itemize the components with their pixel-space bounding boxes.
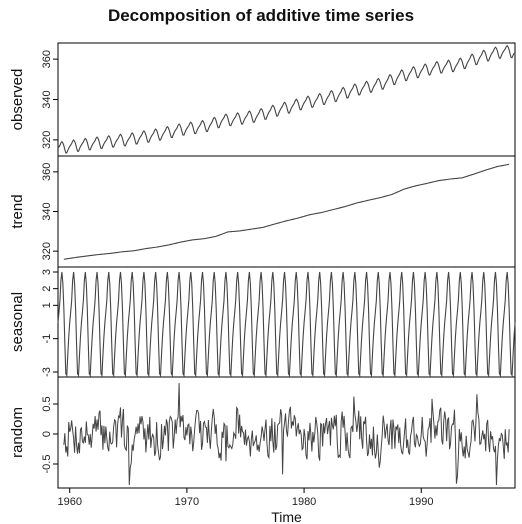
random-series-line [63, 382, 510, 486]
observed-ytick-label: 340 [41, 90, 53, 108]
random-ylabel: random [9, 407, 26, 458]
observed-ytick-label: 360 [41, 50, 53, 68]
trend-ytick-label: 320 [41, 242, 53, 260]
random-ytick-label: -0.5 [41, 455, 53, 474]
random-ytick-label: 0.5 [41, 396, 53, 411]
trend-series-line [63, 163, 510, 260]
seasonal-series-line [57, 271, 516, 378]
x-tick-label: 1990 [409, 496, 433, 508]
seasonal-ytick-label: 3 [41, 269, 53, 275]
seasonal-ytick-label: 1 [41, 302, 53, 308]
observed-frame [57, 42, 516, 157]
panel-trend: 320 340 360 trend [9, 155, 516, 268]
observed-ylabel: observed [9, 69, 26, 131]
x-axis: 1960 1970 1980 1990 [57, 488, 433, 508]
x-tick-label: 1960 [57, 496, 81, 508]
observed-series-line [57, 44, 515, 154]
x-tick-label: 1970 [175, 496, 199, 508]
trend-ytick-label: 340 [41, 202, 53, 220]
panel-seasonal: -3 -1 1 2 3 seasonal [9, 266, 516, 378]
seasonal-ytick-label: 2 [41, 286, 53, 292]
trend-ytick-label: 360 [41, 163, 53, 181]
observed-ytick-label: 320 [41, 131, 53, 149]
seasonal-ylabel: seasonal [9, 292, 26, 352]
chart-title: Decomposition of additive time series [107, 6, 415, 25]
x-axis-title: Time [271, 509, 302, 524]
panel-random: -0.5 0 0.5 random [9, 376, 516, 489]
trend-ylabel: trend [9, 194, 26, 228]
seasonal-ytick-label: -3 [41, 367, 53, 377]
panel-observed: 320 340 360 observed [9, 42, 516, 157]
trend-frame [57, 155, 516, 268]
panels-group: 320 340 360 observed 320 340 360 trend -3 -1 1 2 3 se… [9, 42, 516, 489]
seasonal-ytick-label: -1 [41, 334, 53, 344]
x-tick-label: 1980 [292, 496, 316, 508]
random-frame [57, 376, 516, 489]
random-ytick-label: 0 [41, 431, 53, 437]
